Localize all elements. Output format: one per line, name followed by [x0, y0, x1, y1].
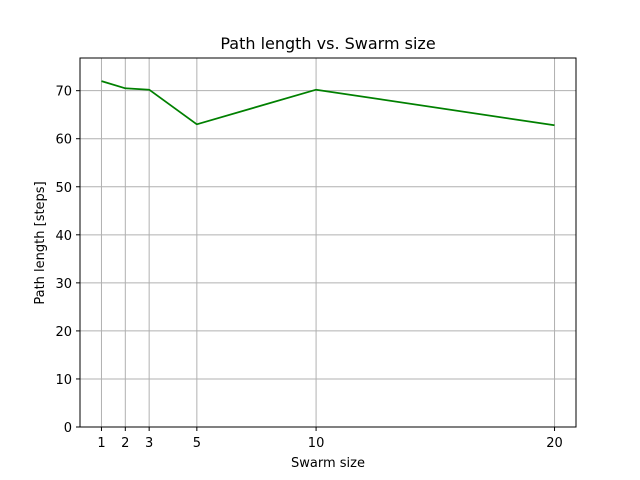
- x-tick-label: 10: [308, 436, 325, 451]
- axis-ticks: 0 10 20 30 40 50 60 70 1 2 3 5 10 20: [55, 85, 562, 451]
- x-tick-label: 2: [121, 436, 129, 451]
- x-axis-label: Swarm size: [291, 456, 365, 471]
- x-tick-label: 5: [193, 436, 201, 451]
- series-layer: [101, 80, 555, 127]
- x-tick-label: 20: [546, 436, 563, 451]
- y-tick-label: 50: [55, 181, 72, 196]
- x-tick-label: 3: [145, 436, 153, 451]
- plot-frame: [79, 57, 577, 428]
- y-tick-label: 40: [55, 229, 72, 244]
- chart-title: Path length vs. Swarm size: [220, 34, 435, 53]
- y-tick-label: 30: [55, 277, 72, 292]
- grid-lines: [80, 58, 576, 428]
- y-tick-label: 60: [55, 133, 72, 148]
- y-axis-label: Path length [steps]: [33, 181, 48, 304]
- series-line: [101, 80, 555, 127]
- x-tick-label: 1: [97, 436, 105, 451]
- y-tick-label: 10: [55, 373, 72, 388]
- y-tick-label: 20: [55, 325, 72, 340]
- y-tick-label: 70: [55, 85, 72, 100]
- y-tick-label: 0: [64, 421, 72, 436]
